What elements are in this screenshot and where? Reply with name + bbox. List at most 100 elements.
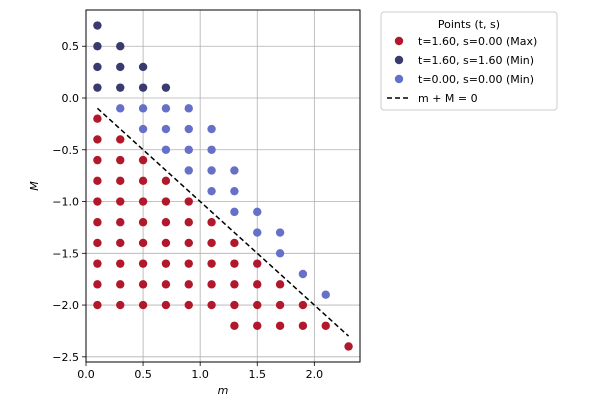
data-point — [230, 259, 239, 268]
data-point — [116, 176, 125, 186]
data-point — [116, 300, 125, 310]
y-tick-label: 0.0 — [62, 92, 80, 105]
data-point — [138, 124, 148, 134]
y-tick-label: 0.5 — [62, 40, 80, 53]
data-point — [116, 135, 125, 144]
data-point — [230, 300, 239, 310]
data-point — [207, 259, 216, 268]
reference-line-group — [96, 107, 350, 337]
plot-frame — [85, 9, 361, 363]
data-point — [275, 280, 285, 289]
data-point — [184, 280, 193, 289]
data-point — [253, 300, 262, 310]
y-tick-label: −2.5 — [52, 351, 79, 364]
data-point — [207, 300, 216, 310]
data-point — [161, 83, 171, 92]
data-point — [93, 155, 102, 165]
data-point — [161, 280, 171, 289]
data-point — [93, 114, 102, 123]
y-tick-label: −1.0 — [52, 196, 79, 209]
legend-title: Points (t, s) — [438, 18, 500, 31]
data-point — [344, 342, 353, 351]
data-point — [116, 280, 125, 289]
data-point — [93, 62, 102, 72]
legend-label: t=1.60, s=1.60 (Min) — [418, 54, 534, 67]
x-tick-label: 0.5 — [134, 368, 152, 381]
data-point — [230, 207, 239, 217]
data-point — [184, 197, 193, 206]
data-point — [184, 104, 193, 113]
data-point — [298, 269, 308, 279]
data-point — [253, 321, 262, 330]
data-point — [138, 280, 148, 289]
data-point — [116, 259, 125, 268]
x-tick-label: 0.0 — [77, 368, 95, 381]
data-point — [298, 321, 308, 330]
data-points — [93, 21, 353, 351]
data-point — [138, 238, 148, 248]
data-point — [161, 124, 171, 134]
legend-label: t=0.00, s=0.00 (Min) — [418, 73, 534, 86]
data-point — [138, 62, 148, 72]
data-point — [161, 238, 171, 248]
data-point — [161, 145, 171, 154]
data-point — [184, 259, 193, 268]
x-tick-label: 2.0 — [306, 368, 324, 381]
data-point — [116, 197, 125, 206]
data-point — [138, 218, 148, 227]
data-point — [253, 207, 262, 217]
data-point — [116, 238, 125, 248]
data-point — [138, 176, 148, 186]
data-point — [161, 104, 171, 113]
data-point — [93, 218, 102, 227]
data-point — [116, 104, 125, 113]
data-point — [93, 259, 102, 268]
data-point — [207, 218, 216, 227]
data-point — [184, 124, 193, 134]
data-point — [207, 145, 216, 154]
data-point — [93, 176, 102, 186]
data-point — [116, 218, 125, 227]
legend: Points (t, s) t=1.60, s=0.00 (Max)t=1.60… — [380, 11, 558, 111]
data-point — [116, 155, 125, 165]
x-axis-ticks: 0.0 0.5 1.0 1.5 2.0 — [77, 362, 323, 381]
data-point — [275, 249, 285, 258]
legend-box — [380, 11, 558, 111]
data-point — [207, 186, 216, 196]
data-point — [184, 145, 193, 154]
data-point — [184, 218, 193, 227]
data-point — [230, 186, 239, 196]
data-point — [93, 238, 102, 248]
legend-label: m + M = 0 — [418, 92, 478, 105]
data-point — [253, 259, 262, 268]
data-point — [138, 197, 148, 206]
data-point — [161, 300, 171, 310]
data-point — [93, 197, 102, 206]
data-point — [275, 228, 285, 237]
y-axis-label: M — [28, 181, 41, 191]
legend-marker — [394, 74, 404, 84]
data-point — [116, 42, 125, 51]
data-point — [230, 238, 239, 248]
data-point — [207, 238, 216, 248]
data-point — [253, 228, 262, 237]
data-point — [116, 83, 125, 92]
data-point — [184, 300, 193, 310]
legend-marker — [394, 36, 404, 46]
data-point — [138, 259, 148, 268]
data-point — [230, 166, 239, 175]
y-tick-label: −1.5 — [52, 247, 79, 260]
data-point — [138, 104, 148, 113]
legend-label: t=1.60, s=0.00 (Max) — [418, 35, 537, 48]
data-point — [275, 300, 285, 310]
data-point — [230, 321, 239, 330]
x-tick-label: 1.0 — [191, 368, 209, 381]
reference-line — [96, 107, 350, 337]
data-point — [184, 166, 193, 175]
data-point — [184, 238, 193, 248]
data-point — [138, 83, 148, 92]
data-point — [207, 166, 216, 175]
legend-items: t=1.60, s=0.00 (Max) t=1.60, s=1.60 (Min)… — [387, 35, 537, 105]
data-point — [138, 300, 148, 310]
